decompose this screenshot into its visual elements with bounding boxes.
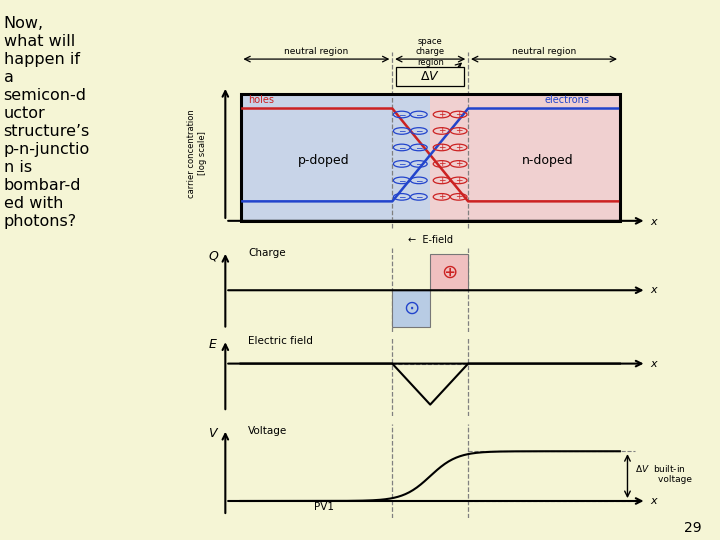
Text: −: − bbox=[398, 143, 405, 152]
Text: +: + bbox=[438, 126, 446, 136]
Bar bbox=[392, 93, 431, 221]
Text: Q: Q bbox=[208, 249, 218, 263]
Text: +: + bbox=[438, 159, 446, 168]
Text: +: + bbox=[438, 192, 446, 201]
Text: +: + bbox=[455, 126, 462, 136]
Text: electrons: electrons bbox=[544, 94, 589, 105]
Text: −: − bbox=[398, 192, 405, 201]
Text: $\Delta V$  built-in
        voltage: $\Delta V$ built-in voltage bbox=[635, 463, 692, 484]
Text: +: + bbox=[455, 110, 462, 119]
Text: 29: 29 bbox=[685, 521, 702, 535]
Text: +: + bbox=[455, 176, 462, 185]
Text: −: − bbox=[415, 159, 423, 168]
Text: PV1: PV1 bbox=[314, 502, 334, 512]
Text: V: V bbox=[208, 427, 217, 440]
Text: carrier concentration
[log scale]: carrier concentration [log scale] bbox=[187, 109, 207, 198]
Bar bbox=[240, 93, 620, 221]
Text: +: + bbox=[438, 176, 446, 185]
Text: x: x bbox=[650, 217, 657, 227]
Text: ⊙: ⊙ bbox=[403, 299, 420, 318]
Bar bbox=[431, 254, 468, 291]
Text: +: + bbox=[438, 110, 446, 119]
Text: −: − bbox=[415, 192, 423, 201]
Text: −: − bbox=[398, 159, 405, 168]
Text: −: − bbox=[415, 110, 423, 119]
Text: Charge: Charge bbox=[248, 248, 286, 258]
FancyBboxPatch shape bbox=[396, 68, 464, 86]
Text: −: − bbox=[398, 110, 405, 119]
Text: +: + bbox=[455, 159, 462, 168]
Text: +: + bbox=[438, 143, 446, 152]
Text: x: x bbox=[650, 359, 657, 369]
Bar bbox=[468, 93, 620, 221]
Text: −: − bbox=[398, 176, 405, 185]
Text: Now,
what will
happen if
a
semicon-d
uctor
structure’s
p-n-junctio
n is
bombar-d: Now, what will happen if a semicon-d uct… bbox=[4, 16, 90, 229]
Text: ⊕: ⊕ bbox=[441, 262, 457, 281]
Text: n-doped: n-doped bbox=[522, 154, 574, 167]
Text: $\Delta V$: $\Delta V$ bbox=[420, 70, 440, 83]
Text: Electric field: Electric field bbox=[248, 336, 313, 346]
Text: E: E bbox=[208, 339, 216, 352]
Text: −: − bbox=[415, 176, 423, 185]
Text: x: x bbox=[650, 496, 657, 506]
Text: holes: holes bbox=[248, 94, 274, 105]
Bar bbox=[392, 291, 431, 327]
Text: neutral region: neutral region bbox=[512, 47, 576, 56]
Text: −: − bbox=[398, 126, 405, 136]
Text: neutral region: neutral region bbox=[284, 47, 348, 56]
Text: p-doped: p-doped bbox=[298, 154, 350, 167]
Text: +: + bbox=[455, 143, 462, 152]
Bar bbox=[240, 93, 392, 221]
Text: Voltage: Voltage bbox=[248, 426, 287, 436]
Text: ←  E-field: ← E-field bbox=[408, 235, 453, 245]
Bar bbox=[431, 93, 468, 221]
Text: x: x bbox=[650, 285, 657, 295]
Text: −: − bbox=[415, 143, 423, 152]
Text: space
charge
region: space charge region bbox=[415, 37, 445, 66]
Text: +: + bbox=[455, 192, 462, 201]
Text: −: − bbox=[415, 126, 423, 136]
